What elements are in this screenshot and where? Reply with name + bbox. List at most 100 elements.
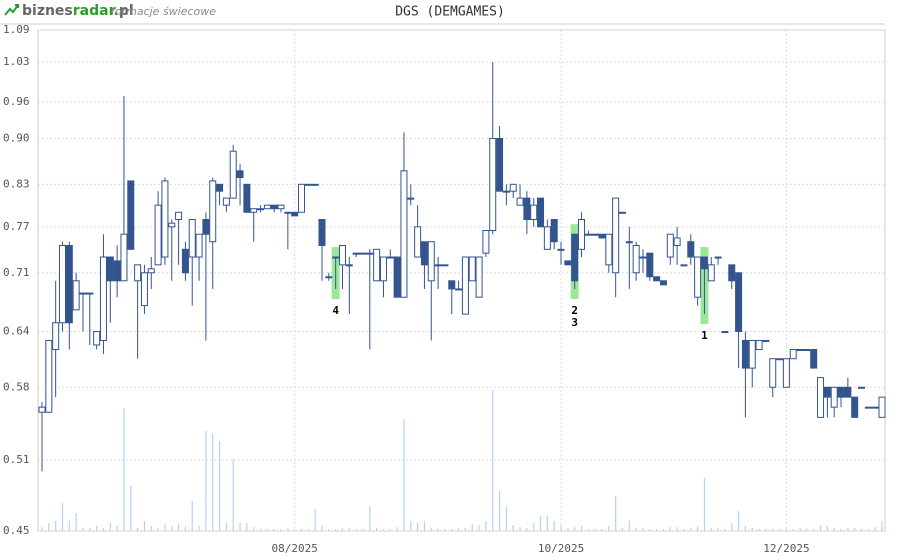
candle-body xyxy=(263,204,271,210)
candle-body xyxy=(168,222,176,228)
volume-bar xyxy=(778,529,781,531)
candle-body xyxy=(298,183,306,213)
candle-body xyxy=(837,386,845,398)
volume-bar xyxy=(737,511,740,531)
candle-body xyxy=(543,226,551,250)
candle-body xyxy=(318,219,326,247)
logo-part: biznes xyxy=(22,3,73,19)
candle-body xyxy=(188,219,196,258)
candle-body xyxy=(291,211,299,217)
candle-body xyxy=(646,252,654,278)
candle-body xyxy=(113,260,121,282)
candle-body xyxy=(796,349,804,352)
candle-body xyxy=(653,276,661,282)
volume-bar xyxy=(341,528,344,531)
candle-body xyxy=(666,233,674,258)
volume-bar xyxy=(150,526,152,531)
pattern-label: 4 xyxy=(332,304,339,317)
volume-bar xyxy=(621,528,624,531)
volume-bar xyxy=(294,529,296,531)
volume-bar xyxy=(61,503,64,531)
candle-body xyxy=(482,230,490,254)
header-bar xyxy=(0,0,900,24)
volume-bar xyxy=(533,523,535,531)
volume-bar xyxy=(860,529,863,531)
candle-body xyxy=(106,256,114,282)
y-tick-label: 0.77 xyxy=(3,220,30,233)
candle-body xyxy=(769,358,777,388)
volume-bar xyxy=(731,523,733,531)
candle-body xyxy=(434,264,442,267)
candle-body xyxy=(366,252,374,255)
candle-body xyxy=(45,339,53,413)
volume-bar xyxy=(833,528,835,531)
candle-body xyxy=(311,183,319,186)
volume-bar xyxy=(287,528,289,531)
logo-icon xyxy=(4,4,19,16)
volume-bar xyxy=(205,431,207,531)
volume-bar xyxy=(608,526,610,531)
candle-body xyxy=(216,183,224,192)
volume-bar xyxy=(464,528,467,531)
candle-body xyxy=(659,280,667,286)
candle-body xyxy=(523,197,531,221)
candle-body xyxy=(441,264,449,267)
candle-body xyxy=(694,256,702,298)
candle-body xyxy=(789,349,797,360)
candle-body xyxy=(359,252,367,255)
volume-bar xyxy=(48,523,50,531)
volume-bar xyxy=(273,529,275,531)
candle-body xyxy=(352,252,360,255)
candle-body xyxy=(209,180,217,243)
candle-body xyxy=(598,233,606,239)
candle-body xyxy=(475,256,483,298)
candle-body xyxy=(817,377,825,418)
volume-bar xyxy=(498,491,501,531)
logo-part: radar xyxy=(73,3,116,19)
volume-bar xyxy=(717,528,719,531)
volume-bar xyxy=(512,525,514,531)
volume-bar xyxy=(225,523,227,531)
volume-bar xyxy=(430,528,432,531)
volume-bar xyxy=(662,529,665,531)
volume-bar xyxy=(519,527,521,531)
candle-body xyxy=(79,292,87,295)
volume-bar xyxy=(580,526,583,531)
candle-body xyxy=(673,237,681,247)
candle-body xyxy=(618,211,626,214)
volume-bar xyxy=(539,516,542,531)
volume-bar xyxy=(177,524,180,531)
volume-bar xyxy=(184,527,187,531)
volume-bar xyxy=(396,527,398,531)
volume-bar xyxy=(792,529,794,531)
y-tick-label: 1.09 xyxy=(3,23,30,36)
candle-body xyxy=(222,197,230,206)
volume-bar xyxy=(82,528,84,531)
volume-bar xyxy=(492,390,494,531)
candle-body xyxy=(748,339,756,369)
candle-body xyxy=(625,241,633,244)
volume-bar xyxy=(676,527,678,531)
candle-body xyxy=(489,137,497,232)
candle-body xyxy=(58,245,66,324)
volume-bar xyxy=(355,529,357,531)
candle-body xyxy=(65,245,73,324)
candle-body xyxy=(400,170,408,298)
candle-body xyxy=(420,241,428,266)
pattern-label: 1 xyxy=(701,329,708,342)
candle-body xyxy=(414,226,422,258)
candle-body xyxy=(584,233,592,236)
y-tick-label: 0.71 xyxy=(3,266,30,279)
candle-body xyxy=(680,264,688,267)
candle-body xyxy=(714,256,722,259)
volume-bar xyxy=(410,521,412,531)
volume-bar xyxy=(143,521,146,531)
candle-body xyxy=(735,272,743,333)
volume-bar xyxy=(574,527,576,531)
candle-body xyxy=(284,211,292,214)
candle-body xyxy=(707,264,715,282)
logo[interactable]: biznesradar.pl xyxy=(22,3,134,19)
candle-body xyxy=(823,386,831,398)
candle-body xyxy=(154,204,162,266)
candle-body xyxy=(448,280,456,290)
